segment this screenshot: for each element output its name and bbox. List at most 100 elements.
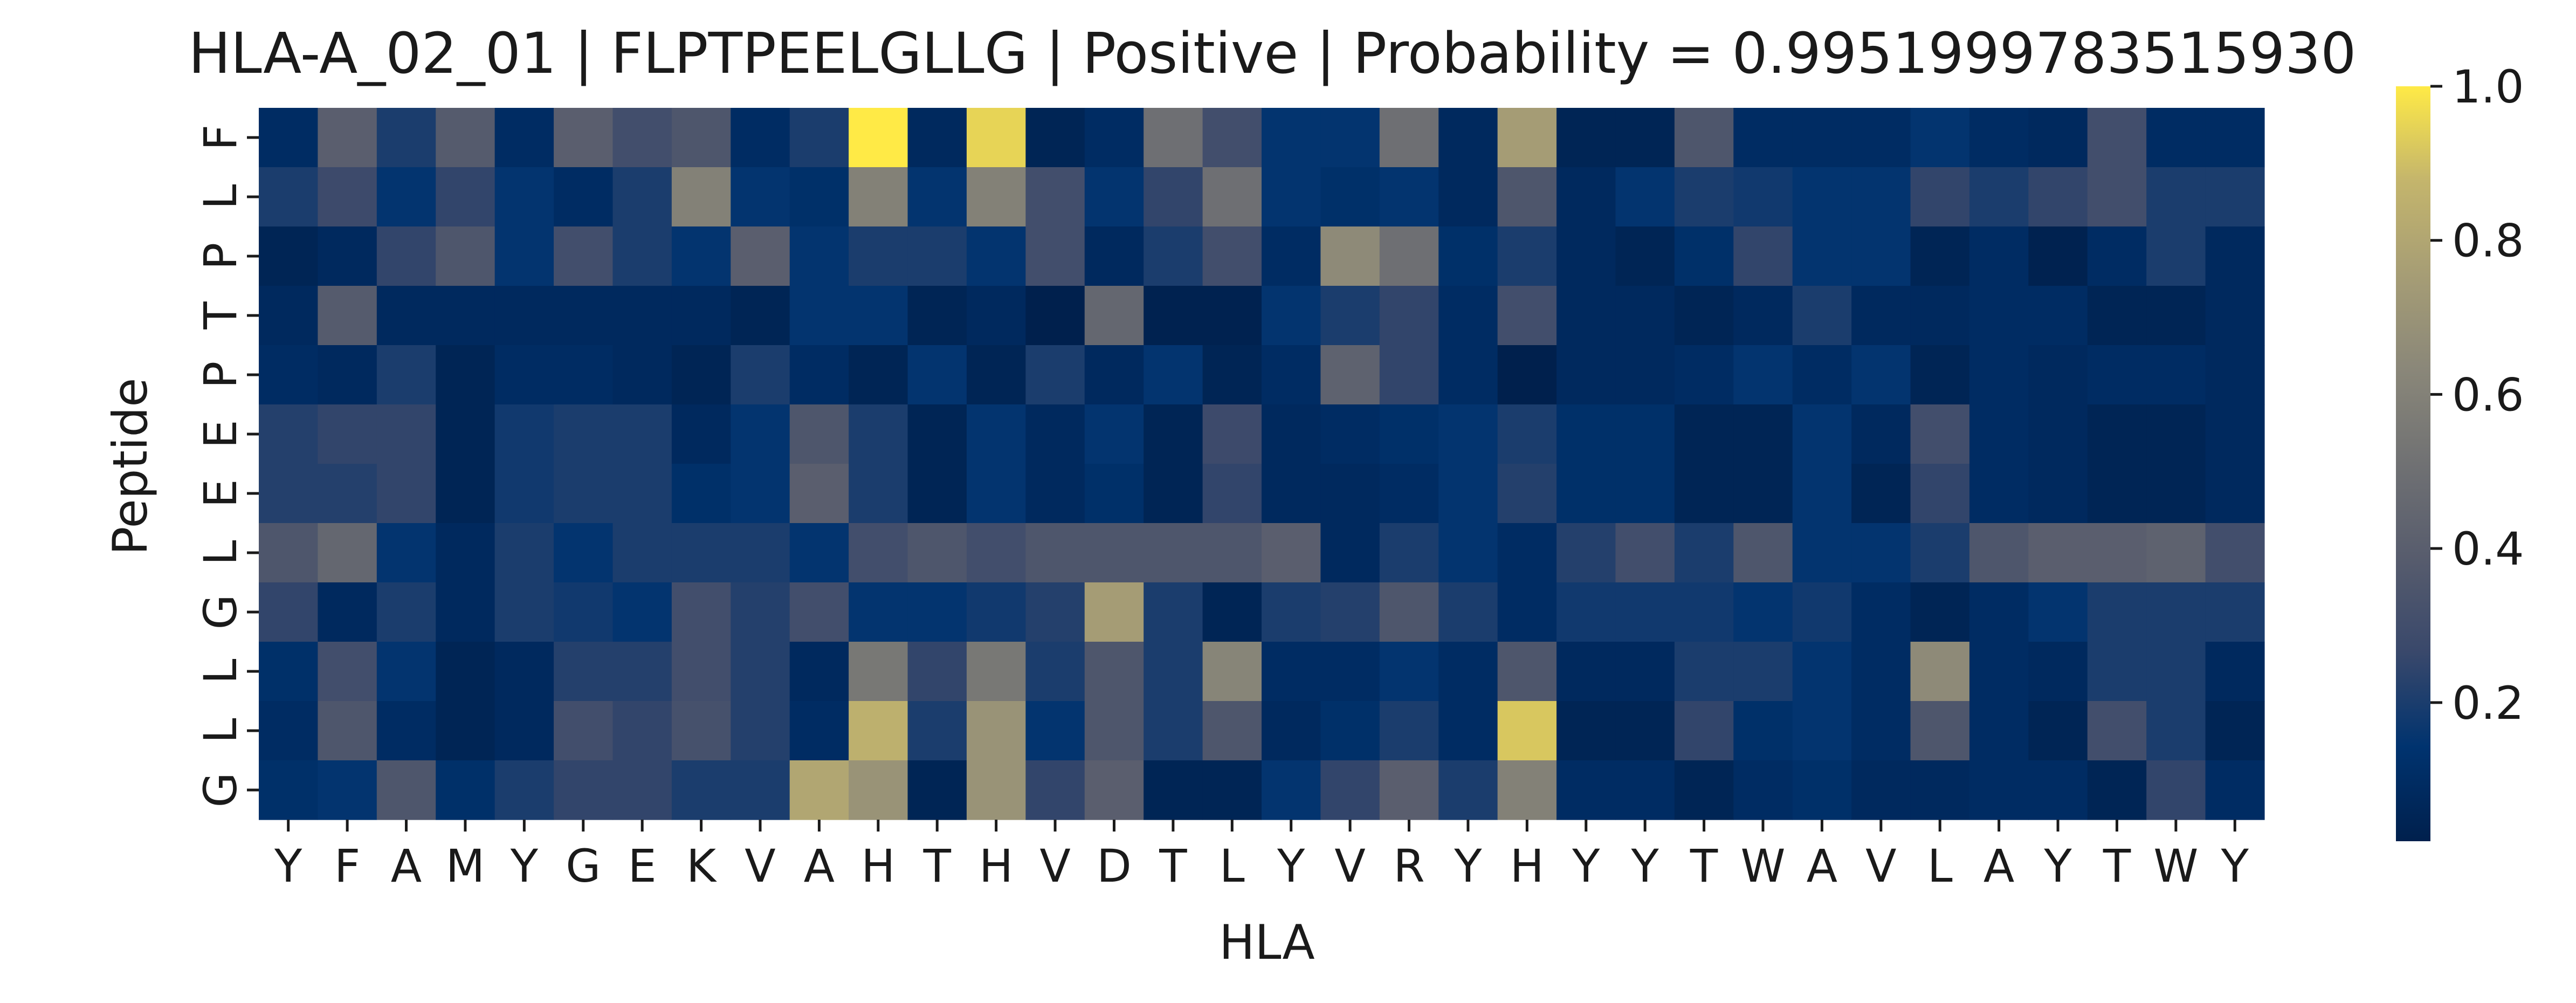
heatmap-cell (789, 464, 849, 524)
heatmap-cell (1144, 523, 1203, 583)
heatmap-cell (1497, 523, 1557, 583)
x-tick-label: W (2153, 840, 2198, 892)
heatmap-cell (1379, 701, 1439, 761)
heatmap-cell (1084, 108, 1144, 168)
heatmap-cell (1320, 226, 1380, 286)
heatmap-cell (259, 464, 319, 524)
heatmap-cell (1497, 701, 1557, 761)
x-tick-label: K (686, 840, 717, 892)
heatmap-cell (907, 642, 967, 702)
heatmap-cell (671, 404, 731, 464)
heatmap-cell (436, 345, 495, 405)
x-tick-label: R (1393, 840, 1424, 892)
heatmap-cell (789, 642, 849, 702)
heatmap-cell (2146, 404, 2206, 464)
heatmap-cell (1910, 404, 1970, 464)
y-tick-label: T (194, 301, 247, 330)
heatmap-cell (1910, 226, 1970, 286)
heatmap-cell (1615, 582, 1675, 642)
heatmap-cell (2146, 108, 2206, 168)
heatmap-cell (1497, 226, 1557, 286)
heatmap-cell (1084, 642, 1144, 702)
heatmap-cell (1910, 167, 1970, 227)
heatmap-cell (966, 642, 1026, 702)
heatmap-cell (1674, 345, 1734, 405)
x-tick-label: Y (510, 840, 539, 892)
heatmap-cell (1320, 108, 1380, 168)
heatmap-cell (376, 642, 436, 702)
y-tick-label: G (194, 772, 247, 807)
heatmap-cell (1851, 167, 1911, 227)
heatmap-cell (907, 404, 967, 464)
heatmap-cell (2205, 642, 2265, 702)
heatmap-cell (966, 226, 1026, 286)
heatmap-cell (2205, 226, 2265, 286)
heatmap-cell (376, 701, 436, 761)
heatmap-cell (259, 167, 319, 227)
heatmap-cell (1262, 642, 1321, 702)
heatmap-cell (1910, 108, 1970, 168)
heatmap-cell (907, 582, 967, 642)
heatmap-cell (1144, 167, 1203, 227)
heatmap-cell (376, 226, 436, 286)
x-tick-label: Y (1572, 840, 1600, 892)
heatmap-cell (1202, 167, 1262, 227)
heatmap-cell (2028, 286, 2088, 346)
colorbar-tick-label: 0.4 (2452, 523, 2524, 575)
heatmap-cell (1851, 464, 1911, 524)
heatmap-cell (671, 108, 731, 168)
heatmap-cell (1615, 108, 1675, 168)
heatmap-cell (1851, 226, 1911, 286)
heatmap-cell (1262, 464, 1321, 524)
heatmap-cell (1851, 760, 1911, 820)
heatmap-cell (1379, 760, 1439, 820)
heatmap-cell (1084, 701, 1144, 761)
heatmap-cell (1379, 582, 1439, 642)
heatmap-cell (612, 108, 672, 168)
heatmap-cell (1202, 582, 1262, 642)
heatmap-cell (612, 701, 672, 761)
heatmap-cell (612, 523, 672, 583)
x-tick-label: T (1690, 840, 1718, 892)
heatmap-cell (1851, 108, 1911, 168)
heatmap-cell (1674, 404, 1734, 464)
heatmap-cell (259, 701, 319, 761)
heatmap-cell (2205, 760, 2265, 820)
heatmap-cell (1438, 701, 1498, 761)
heatmap-cell (1910, 464, 1970, 524)
heatmap-cell (2028, 523, 2088, 583)
heatmap-cell (1910, 582, 1970, 642)
heatmap-cell (1084, 582, 1144, 642)
heatmap-cell (436, 108, 495, 168)
heatmap-cell (849, 286, 908, 346)
heatmap-cell (671, 642, 731, 702)
heatmap-cell (376, 286, 436, 346)
heatmap-cell (612, 286, 672, 346)
heatmap-cell (2146, 464, 2206, 524)
heatmap-cell (1615, 464, 1675, 524)
heatmap-cell (2087, 760, 2147, 820)
heatmap-cell (1615, 760, 1675, 820)
heatmap-cell (849, 582, 908, 642)
heatmap-cell (2087, 108, 2147, 168)
heatmap-cell (907, 760, 967, 820)
heatmap-cell (2087, 523, 2147, 583)
heatmap-cell (966, 701, 1026, 761)
x-tick-label: W (1740, 840, 1785, 892)
heatmap-cell (1615, 404, 1675, 464)
heatmap-cell (1733, 760, 1793, 820)
x-tick-label: D (1097, 840, 1132, 892)
heatmap-cell (1025, 286, 1085, 346)
heatmap-cell (671, 523, 731, 583)
heatmap-cell (1792, 286, 1852, 346)
heatmap-cell (2028, 760, 2088, 820)
heatmap-cell (2146, 760, 2206, 820)
heatmap-cell (1792, 701, 1852, 761)
heatmap-cell (849, 167, 908, 227)
x-tick-label: T (1159, 840, 1187, 892)
heatmap-cell (966, 167, 1026, 227)
heatmap-cell (1262, 286, 1321, 346)
heatmap-cell (554, 523, 614, 583)
heatmap-cell (612, 760, 672, 820)
